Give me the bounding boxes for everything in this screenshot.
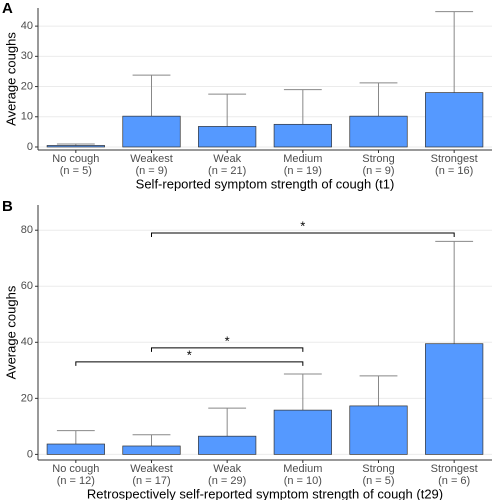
y-axis-label: Average coughs [3, 32, 18, 126]
x-tick-sublabel: (n = 12) [57, 475, 95, 487]
x-tick-sublabel: (n = 19) [284, 165, 322, 177]
y-tick-label: 40 [21, 20, 33, 32]
y-tick-label: 20 [21, 392, 33, 404]
x-tick-sublabel: (n = 6) [438, 475, 470, 487]
panel-label: A [2, 0, 13, 17]
y-axis-label: Average coughs [3, 285, 18, 379]
significance-label: * [300, 218, 305, 233]
bar [46, 443, 105, 455]
bar [273, 123, 332, 148]
y-tick-label: 20 [21, 80, 33, 92]
y-tick-label: 80 [21, 224, 33, 236]
x-tick-sublabel: (n = 9) [362, 165, 394, 177]
x-tick-sublabel: (n = 16) [435, 165, 473, 177]
significance-bracket [75, 361, 304, 366]
bar [425, 343, 484, 455]
bar [425, 92, 484, 148]
bar [349, 115, 408, 148]
significance-bracket [151, 232, 455, 238]
bar [273, 409, 332, 455]
x-tick-label: Weakest [130, 463, 173, 475]
x-tick-label: Medium [283, 463, 322, 475]
bar [122, 115, 181, 148]
x-tick-label: Weakest [130, 153, 173, 165]
x-tick-label: Strong [362, 153, 394, 165]
significance-bracket [151, 347, 304, 352]
x-tick-sublabel: (n = 9) [135, 165, 167, 177]
y-tick-label: 0 [27, 448, 33, 460]
x-tick-sublabel: (n = 10) [284, 475, 322, 487]
y-tick-label: 0 [27, 141, 33, 153]
x-tick-sublabel: (n = 17) [132, 475, 170, 487]
x-tick-sublabel: (n = 5) [362, 475, 394, 487]
panel-label: B [2, 198, 13, 215]
significance-label: * [225, 333, 230, 348]
x-tick-label: Weak [213, 463, 241, 475]
y-tick-label: 10 [21, 111, 33, 123]
x-tick-label: Strongest [431, 463, 478, 475]
bar [198, 435, 257, 455]
x-tick-sublabel: (n = 5) [60, 165, 92, 177]
x-axis-label: Self-reported symptom strength of cough … [136, 176, 395, 191]
x-tick-label: No cough [52, 153, 99, 165]
bar [349, 405, 408, 455]
x-tick-label: Weak [213, 153, 241, 165]
bar [122, 445, 181, 455]
significance-label: * [187, 347, 192, 362]
x-tick-label: Strongest [431, 153, 478, 165]
y-tick-label: 40 [21, 336, 33, 348]
x-axis-label: Retrospectively self-reported symptom st… [87, 486, 443, 500]
y-tick-label: 60 [21, 280, 33, 292]
bar [198, 126, 257, 148]
y-tick-label: 30 [21, 50, 33, 62]
x-tick-sublabel: (n = 29) [208, 475, 246, 487]
x-tick-sublabel: (n = 21) [208, 165, 246, 177]
bar [46, 145, 105, 148]
x-tick-label: Medium [283, 153, 322, 165]
x-tick-label: No cough [52, 463, 99, 475]
x-tick-label: Strong [362, 463, 394, 475]
